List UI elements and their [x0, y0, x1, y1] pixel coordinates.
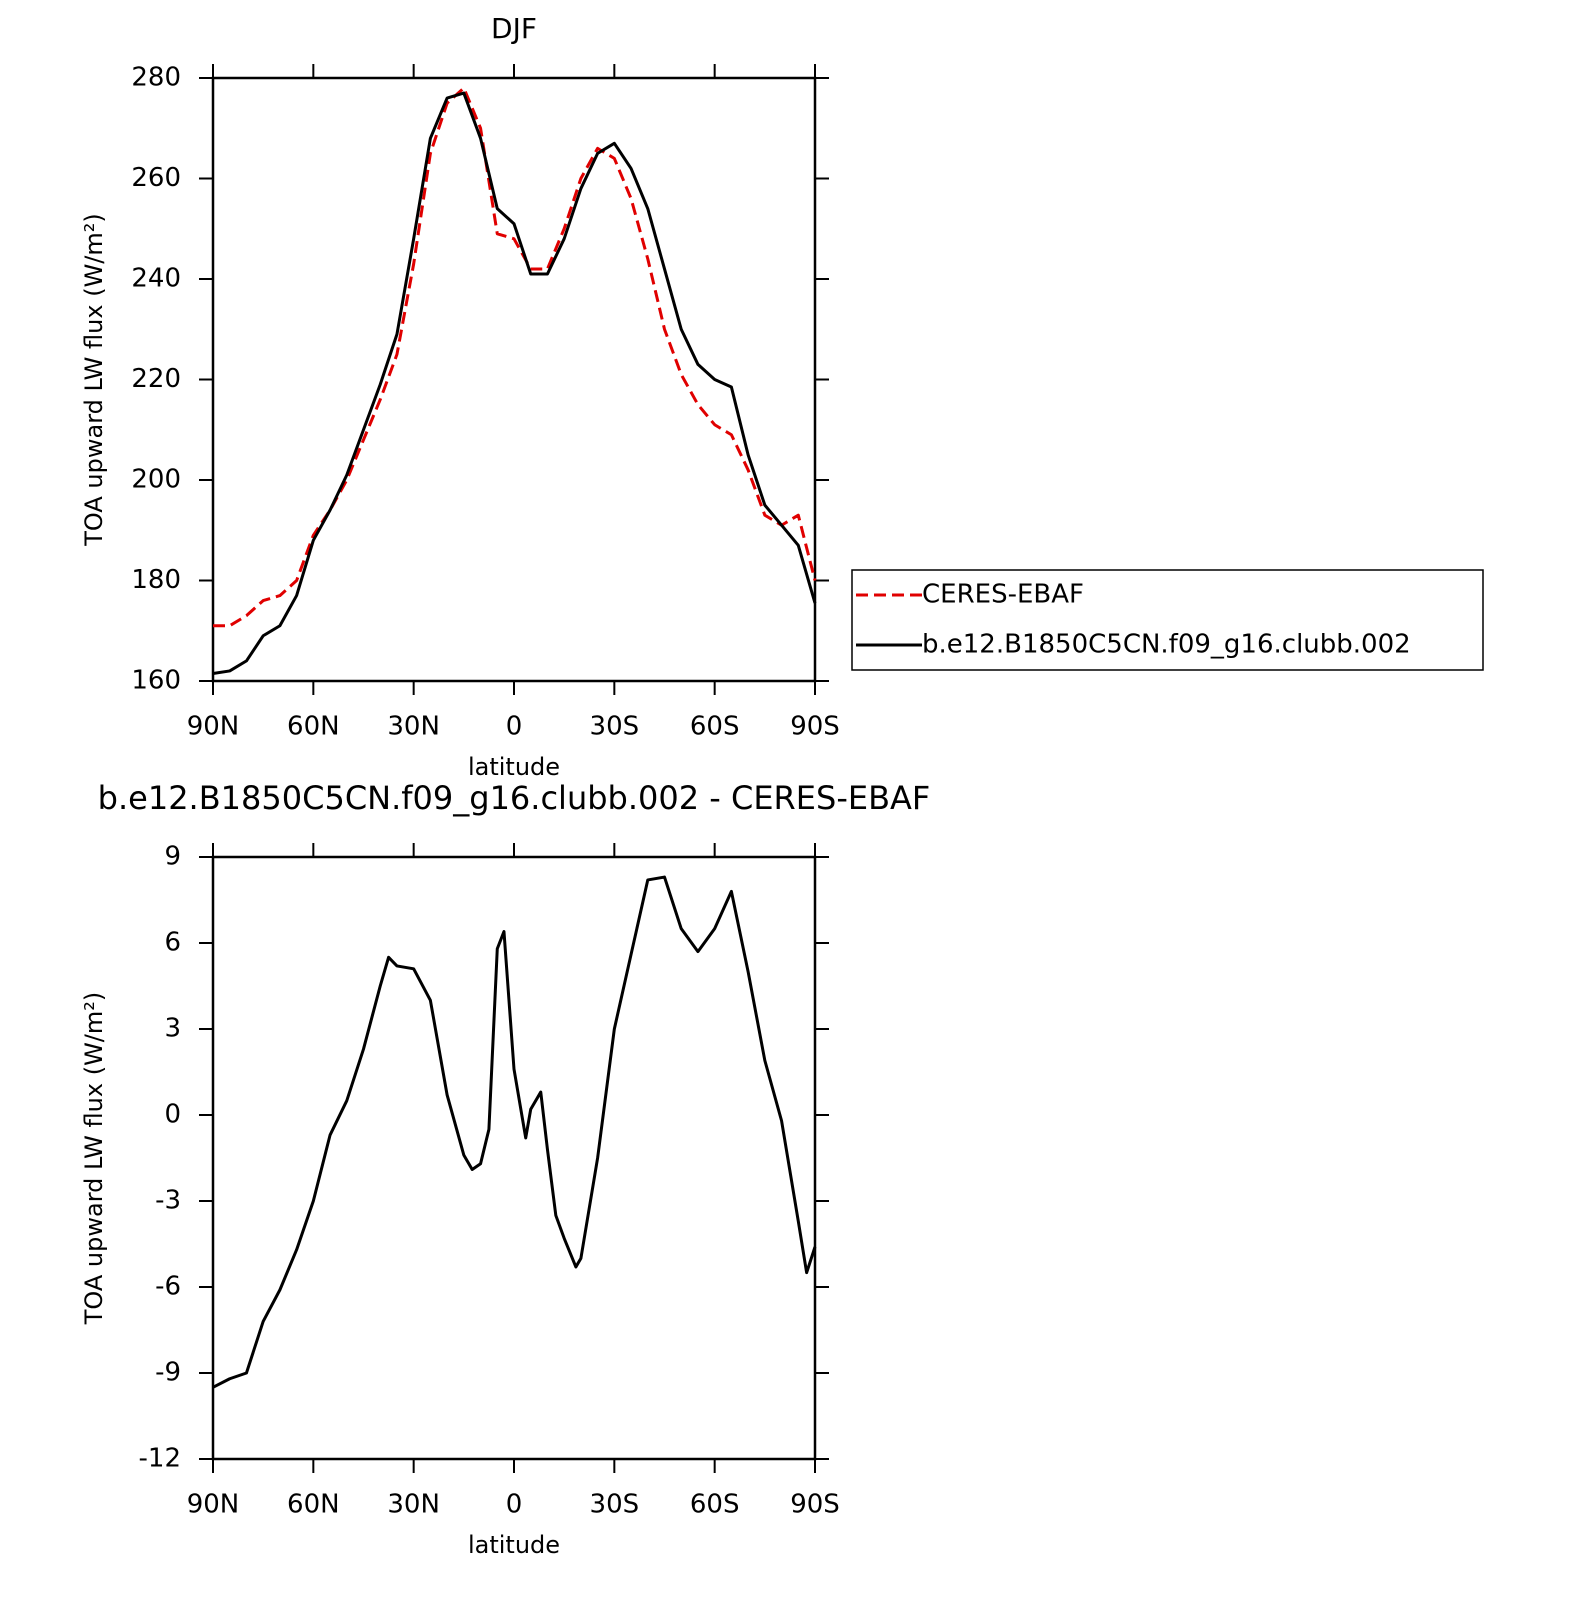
y-tick-label: 180 — [131, 565, 181, 595]
x-tick-label: 90N — [187, 1490, 240, 1520]
x-tick-label: 60S — [690, 1490, 740, 1520]
chart-title: b.e12.B1850C5CN.f09_g16.clubb.002 - CERE… — [98, 779, 931, 817]
x-axis-label: latitude — [468, 1531, 560, 1559]
x-tick-label: 30S — [590, 712, 640, 742]
plot-frame — [211, 76, 817, 683]
x-tick-label: 0 — [506, 712, 523, 742]
legend-box — [851, 569, 1484, 671]
data-line — [212, 91, 817, 675]
x-tick-label: 60S — [690, 712, 740, 742]
y-tick-label: 9 — [164, 842, 181, 872]
legend-label: CERES-EBAF — [922, 580, 1084, 610]
x-tick-label: 30N — [387, 1490, 440, 1520]
legend-label: b.e12.B1850C5CN.f09_g16.clubb.002 — [922, 630, 1411, 660]
chart-title: DJF — [491, 12, 537, 45]
data-line — [212, 875, 817, 1389]
data-line — [213, 86, 817, 628]
y-tick-label: 260 — [131, 163, 181, 193]
y-tick-label: -12 — [139, 1444, 181, 1474]
y-tick-label: -3 — [155, 1186, 181, 1216]
y-tick-label: 240 — [131, 264, 181, 294]
x-tick-label: 0 — [506, 1490, 523, 1520]
y-tick-label: -9 — [155, 1358, 181, 1388]
y-tick-label: -6 — [155, 1272, 181, 1302]
x-tick-label: 60N — [287, 1490, 340, 1520]
x-tick-label: 90S — [790, 1490, 840, 1520]
x-axis-label: latitude — [468, 753, 560, 781]
x-tick-label: 30N — [387, 712, 440, 742]
y-axis-label: TOA upward LW flux (W/m²) — [80, 213, 108, 547]
x-tick-label: 90S — [790, 712, 840, 742]
x-tick-label: 30S — [590, 1490, 640, 1520]
plot-frame — [211, 855, 817, 1461]
y-tick-label: 6 — [164, 928, 181, 958]
y-tick-label: 220 — [131, 364, 181, 394]
y-tick-label: 200 — [131, 465, 181, 495]
y-tick-label: 3 — [164, 1014, 181, 1044]
x-tick-label: 60N — [287, 712, 340, 742]
y-tick-label: 0 — [164, 1100, 181, 1130]
y-tick-label: 280 — [131, 63, 181, 93]
y-tick-label: 160 — [131, 666, 181, 696]
y-axis-label: TOA upward LW flux (W/m²) — [80, 992, 108, 1326]
x-tick-label: 90N — [187, 712, 240, 742]
